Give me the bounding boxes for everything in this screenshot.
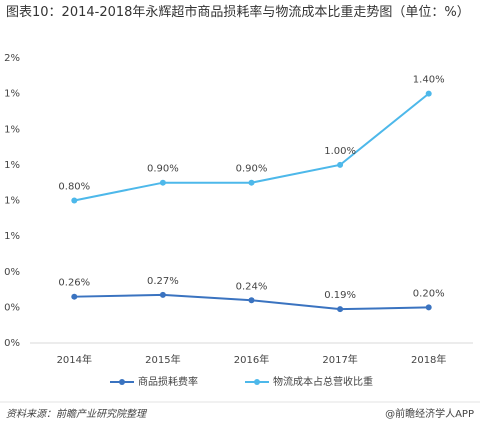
y-tick-label: 0% bbox=[4, 302, 20, 313]
y-tick-label: 1% bbox=[4, 89, 20, 100]
point bbox=[159, 179, 166, 186]
y-tick-label: 0% bbox=[4, 267, 20, 278]
legend-label: 商品损耗费率 bbox=[138, 375, 198, 388]
legend-marker bbox=[254, 379, 260, 385]
source: 资料来源：前瞻产业研究院整理 bbox=[6, 408, 148, 420]
point bbox=[71, 293, 78, 300]
value-label: 1.00% bbox=[324, 146, 356, 157]
value-label: 0.24% bbox=[236, 281, 268, 292]
legend-label: 物流成本占总营收比重 bbox=[273, 375, 373, 388]
value-label: 0.80% bbox=[58, 182, 90, 193]
point bbox=[248, 297, 255, 304]
y-tick-label: 1% bbox=[4, 160, 20, 171]
value-label: 0.90% bbox=[147, 164, 179, 175]
value-label: 0.26% bbox=[58, 278, 90, 289]
point bbox=[337, 161, 344, 168]
x-tick-label: 2017年 bbox=[322, 353, 357, 366]
point bbox=[71, 197, 78, 204]
value-label: 0.27% bbox=[147, 276, 179, 287]
point bbox=[248, 179, 255, 186]
brand: @前瞻经济学人APP bbox=[385, 407, 474, 420]
point bbox=[337, 306, 344, 313]
value-label: 0.20% bbox=[413, 288, 445, 299]
y-tick-label: 1% bbox=[4, 196, 20, 207]
point bbox=[159, 291, 166, 298]
y-tick-label: 1% bbox=[4, 231, 20, 242]
x-tick-label: 2018年 bbox=[411, 353, 446, 366]
x-tick-label: 2015年 bbox=[145, 353, 180, 366]
x-tick-label: 2016年 bbox=[234, 353, 269, 366]
legend-marker bbox=[119, 379, 125, 385]
y-tick-label: 0% bbox=[4, 338, 20, 349]
value-label: 0.19% bbox=[324, 290, 356, 301]
value-label: 1.40% bbox=[413, 75, 445, 86]
y-tick-label: 1% bbox=[4, 124, 20, 135]
value-label: 0.90% bbox=[236, 164, 268, 175]
chart-title: 图表10：2014-2018年永辉超市商品损耗率与物流成本比重走势图（单位：%） bbox=[6, 5, 470, 20]
x-tick-label: 2014年 bbox=[57, 353, 92, 366]
y-tick-label: 2% bbox=[4, 53, 20, 64]
point bbox=[425, 90, 432, 97]
point bbox=[425, 304, 432, 311]
